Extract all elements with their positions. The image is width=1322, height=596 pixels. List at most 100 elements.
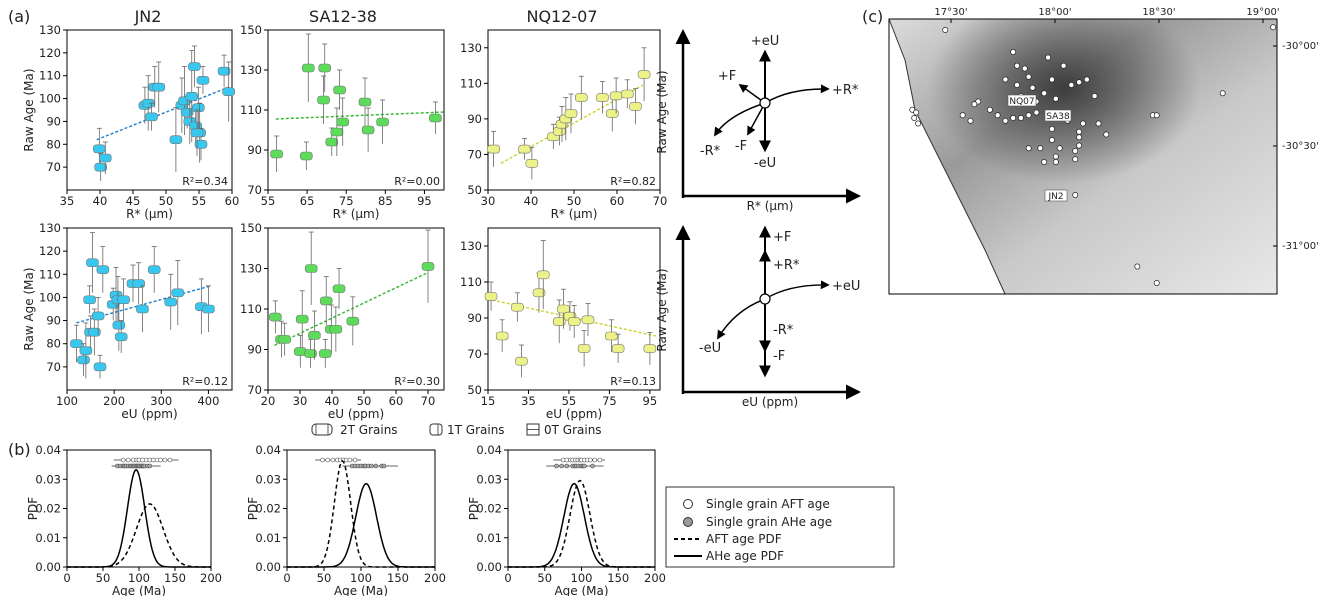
grain-legend-0t-label: 0T Grains [544,423,602,437]
map-sample-point [1134,263,1141,270]
y-tick-label: 130 [240,262,262,276]
y-axis-label: Raw Age (Ma) [22,68,36,151]
x-tick-label: 300 [150,394,172,408]
map-sample-point [1103,131,1110,138]
x-tick-label: 150 [164,571,186,585]
ahe-grain-point [564,463,570,469]
grain-point [319,296,333,306]
grain-point [222,87,235,97]
map-sample-points [909,24,1277,286]
y-tick-label: 0.04 [255,443,281,457]
x-tick-label: 30 [293,394,308,408]
map-site-jn2: JN2 [1047,192,1063,202]
x-axis-label: R* (µm) [126,207,173,221]
map-sample-point [1219,90,1226,97]
map-sample-point [1029,84,1036,91]
schematic-bottom-plus-r: +R* [773,258,800,273]
relief-map: 17°30' 18°00' 18°30' 19°00' -30°00' -30°… [888,7,1319,295]
x-tick-label: 75 [602,394,617,408]
map-site-sa38: SA38 [1046,112,1070,122]
chart-panel-3: 30 40 50 60 70 50 70 90 110 130 R* (µm) R²=0.82 [460,29,667,221]
r-squared-label: R²=0.34 [182,175,228,188]
y-tick-label: 110 [39,69,61,83]
schematic-r-star: Raw Age (Ma) R* (µm) +eU -eU +F -F +R* -… [655,29,861,213]
grain-point [114,332,128,342]
chart-panel-4: 100 200 300 400 70 80 90 100 110 120 130 eU (ppm) Ra… [22,221,233,421]
x-axis-label: eU (ppm) [546,407,602,421]
map-sample-point [1025,145,1032,152]
map-sample-point [1014,82,1020,88]
y-tick-label: 70 [46,360,61,374]
y-tick-label: 110 [39,267,61,281]
x-tick-label: 200 [424,571,446,585]
grain-point [605,331,618,341]
y-tick-label: 100 [39,92,61,106]
map-sample-point [971,101,978,108]
aft-pdf-curve [67,503,211,568]
trend-line [275,111,445,120]
y-tick-label: 0.02 [35,502,61,516]
y-tick-label: 120 [39,46,61,60]
map-sample-point [1052,159,1059,165]
legend-ahe-grain: Single grain AHe age [706,515,832,529]
aft-grain-point [158,457,163,463]
y-tick-label: 110 [460,76,482,90]
grain-point [295,314,309,324]
x-tick-label: 75 [339,194,354,208]
legend-ahe-pdf: AHe age PDF [706,549,784,563]
aft-grain-point [592,457,598,463]
legend-aft-pdf: AFT age PDF [706,532,782,546]
x-tick-label: 50 [317,571,332,585]
grain-point [361,125,375,135]
x-tick-label: 95 [643,394,658,408]
map-sample-point [1068,82,1075,88]
r-squared-label: R²=0.30 [394,375,440,388]
aft-grain-point [120,457,126,463]
map-sample-point [1270,24,1277,31]
map-sample-point [967,117,974,124]
chart-panels: 35 40 45 50 55 60 70 80 90 100 110 120 130 R* (µm) Raw… [22,23,667,596]
legend-aft-grain: Single grain AFT age [706,497,830,511]
y-tick-label: 70 [247,383,262,397]
r-squared-label: R²=0.00 [394,175,440,188]
x-axis-label: R* (µm) [333,207,380,221]
ahe-grain-point [381,463,387,469]
map-sample-point [1052,153,1059,160]
map-sample-point [1002,117,1009,124]
map-sample-point [1076,79,1083,86]
y-tick-label: 0.03 [476,472,502,486]
map-sample-point [913,109,920,116]
grain-point [169,135,183,145]
grain-point [532,288,546,298]
x-tick-label: 55 [562,394,577,408]
y-tick-label: 0.01 [255,531,281,545]
sample-title-jn2: JN2 [134,7,162,26]
chart-panel-8: 0 50 100 150 200 0.00 0.01 0.02 0.03 0.04 Age (Ma)… [246,443,446,596]
pdf-legend: Single grain AFT age Single grain AHe ag… [665,486,895,568]
map-sample-point [1060,62,1067,69]
y-tick-label: 130 [460,239,482,253]
map-sample-point [1041,159,1048,165]
map-top-tick-4: 19°00' [1246,7,1279,18]
grain-point [553,127,566,136]
y-tick-label: 150 [240,23,262,37]
grain-point [346,316,360,326]
grain-point [429,113,442,123]
map-sample-point [942,27,949,33]
plot-frame [66,29,233,191]
grain-point [93,362,107,372]
y-tick-label: 90 [46,314,61,328]
schematic-bottom-ylabel: Raw Age (Ma) [655,268,669,351]
schematic-top-plus-r: +R* [832,83,859,98]
sample-title-nq12-07: NQ12-07 [526,7,597,26]
grain-point [330,127,344,137]
map-sample-point [1049,137,1055,143]
trend-line [96,86,229,141]
grain-point [518,144,531,154]
grain-legend-2t-label: 2T Grains [340,423,398,437]
grain-point [329,324,343,334]
plot-frame [487,227,661,391]
plot-frame [267,227,445,391]
grain-point [609,91,623,101]
grain-point [304,264,318,273]
